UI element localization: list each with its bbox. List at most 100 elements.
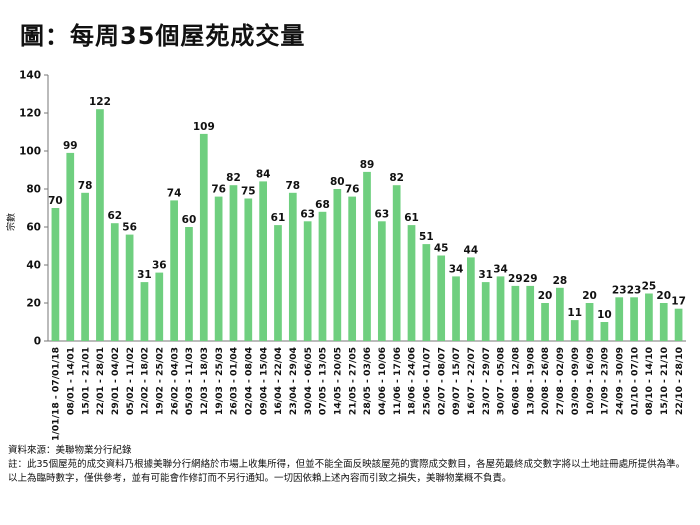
bar: [140, 282, 149, 341]
bar: [511, 285, 520, 341]
y-tick-label: 0: [34, 336, 41, 348]
bar-value-label: 63: [300, 208, 315, 220]
bar-value-label: 60: [182, 214, 197, 226]
bar-value-label: 44: [464, 244, 479, 256]
bar: [467, 257, 475, 341]
bar: [81, 192, 89, 341]
bar: [422, 244, 431, 341]
x-tick-label: 07/05 - 13/05: [318, 347, 329, 415]
bar: [214, 196, 223, 341]
y-tick-label: 20: [26, 298, 41, 310]
bar: [645, 293, 653, 341]
bar-value-label: 11: [567, 307, 582, 319]
bar-value-label: 51: [419, 231, 434, 243]
x-tick-label: 21/05 - 27/05: [347, 347, 358, 415]
x-tick-label: 01/10 - 07/10: [629, 347, 640, 415]
bar-value-label: 76: [211, 184, 226, 196]
bar: [363, 171, 371, 341]
x-tick-label: 14/05 - 20/05: [333, 347, 344, 415]
bar: [526, 285, 535, 341]
bar-value-label: 122: [89, 96, 111, 108]
bar: [333, 189, 342, 341]
x-tick-label: 29/01 - 04/02: [110, 347, 121, 415]
x-tick-label: 05/03 - 11/03: [184, 347, 195, 415]
y-tick-label: 100: [19, 146, 41, 158]
x-tick-label: 28/05 - 03/06: [362, 347, 373, 415]
bar-value-label: 20: [656, 290, 671, 302]
bar: [259, 181, 267, 341]
y-tick-label: 40: [26, 260, 41, 272]
x-tick-label: 06/08 - 12/08: [511, 347, 522, 415]
bar-value-label: 109: [193, 121, 215, 133]
bar: [110, 223, 119, 341]
bar-value-label: 28: [553, 275, 568, 287]
x-tick-label: 16/07 - 22/07: [466, 347, 477, 415]
bar-value-label: 29: [508, 273, 523, 285]
bar-value-label: 20: [582, 290, 597, 302]
bar-value-label: 56: [122, 222, 137, 234]
bar-value-label: 31: [137, 269, 152, 281]
x-tick-label: 16/04 - 22/04: [273, 347, 284, 415]
bar: [437, 255, 446, 341]
bar-value-label: 10: [597, 309, 612, 321]
bar: [556, 287, 564, 341]
x-tick-label: 30/07 - 05/08: [496, 347, 507, 415]
bar-value-label: 31: [478, 269, 493, 281]
bar: [407, 225, 416, 341]
bar: [600, 322, 609, 341]
bar-value-label: 29: [523, 273, 538, 285]
bar-value-label: 25: [642, 281, 657, 293]
x-tick-label: 27/08 - 02/09: [555, 347, 566, 415]
bar-value-label: 76: [345, 184, 360, 196]
y-axis-label: 宗數: [5, 213, 17, 231]
bar: [570, 320, 579, 341]
x-tick-label: 12/02 - 18/02: [140, 347, 151, 415]
bar: [452, 276, 460, 341]
bar-value-label: 62: [107, 210, 122, 222]
bar-value-label: 17: [671, 296, 686, 308]
bar-value-label: 70: [48, 195, 63, 207]
footnotes: 資料來源：美聯物業分行紀錄 註：此35個屋苑的成交資料乃根據美聯分行網絡於市場上…: [8, 444, 694, 486]
bar: [96, 109, 104, 341]
bar: [229, 185, 238, 341]
bar: [125, 234, 134, 341]
x-tick-label: 10/09 - 16/09: [585, 347, 596, 415]
bar: [318, 211, 327, 341]
bar: [185, 227, 193, 341]
bar: [496, 276, 505, 341]
x-tick-label: 22/01 - 28/01: [95, 347, 106, 415]
x-tick-label: 26/03 - 01/04: [229, 347, 240, 415]
x-tick-label: 17/09 - 23/09: [600, 347, 611, 415]
x-tick-label: 04/06 - 10/06: [377, 347, 388, 415]
x-tick-label: 30/04 - 06/05: [303, 347, 314, 415]
bar: [348, 196, 357, 341]
bar-value-label: 82: [226, 172, 241, 184]
bar-value-label: 34: [493, 263, 508, 275]
x-tick-label: 05/02 - 11/02: [125, 347, 136, 415]
bar-value-label: 84: [256, 168, 271, 180]
bar: [288, 192, 297, 341]
y-tick-label: 60: [26, 222, 41, 234]
bar-value-label: 78: [78, 180, 93, 192]
x-tick-label: 09/07 - 15/07: [451, 347, 462, 415]
x-tick-label: 24/09 - 30/09: [614, 347, 625, 415]
y-tick-label: 80: [26, 184, 41, 196]
x-tick-label: 26/02 - 04/03: [169, 347, 180, 415]
x-tick-label: 25/06 - 01/07: [422, 347, 433, 415]
bar: [585, 303, 594, 341]
bar: [541, 303, 549, 341]
x-tick-label: 08/01 - 14/01: [65, 347, 76, 415]
x-tick-label: 12/03 - 18/03: [199, 347, 210, 415]
bar: [377, 221, 386, 341]
bar: [51, 208, 60, 341]
x-tick-label: 18/06 - 24/06: [407, 347, 418, 415]
x-tick-label: 23/07 - 29/07: [481, 347, 492, 415]
x-tick-label: 01/01/18 - 07/01/18: [51, 347, 62, 440]
x-tick-label: 15/01 - 21/01: [80, 347, 91, 415]
bar: [303, 221, 312, 341]
chart-title: 圖：每周35個屋苑成交量: [20, 22, 306, 50]
x-tick-label: 13/08 - 19/08: [525, 347, 536, 415]
x-tick-label: 22/10 - 28/10: [674, 347, 685, 415]
x-tick-label: 09/04 - 15/04: [258, 347, 269, 415]
bar-value-label: 75: [241, 186, 256, 198]
